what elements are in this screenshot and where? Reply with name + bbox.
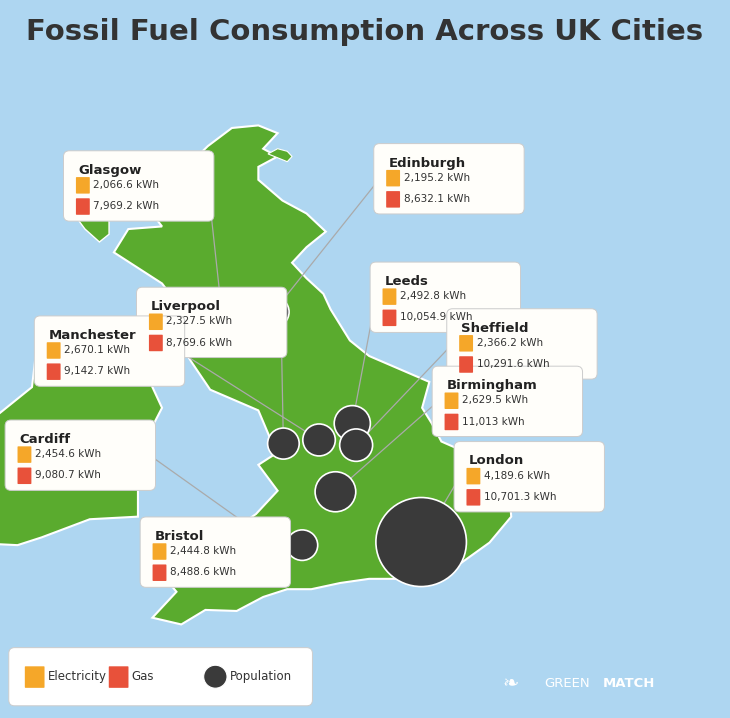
Text: Manchester: Manchester	[49, 329, 137, 342]
FancyBboxPatch shape	[149, 335, 163, 351]
FancyBboxPatch shape	[447, 309, 597, 379]
Circle shape	[303, 424, 335, 456]
Text: 10,054.9 kWh: 10,054.9 kWh	[400, 312, 472, 322]
Text: Gas: Gas	[131, 670, 154, 684]
Circle shape	[268, 428, 299, 459]
Text: 8,769.6 kWh: 8,769.6 kWh	[166, 337, 233, 348]
FancyBboxPatch shape	[386, 170, 400, 187]
Text: Bristol: Bristol	[155, 530, 204, 543]
FancyBboxPatch shape	[76, 198, 90, 215]
Text: Sheffield: Sheffield	[461, 322, 529, 335]
Text: GREEN: GREEN	[544, 677, 590, 690]
Text: MATCH: MATCH	[602, 677, 655, 690]
FancyBboxPatch shape	[47, 363, 61, 380]
Text: 7,969.2 kWh: 7,969.2 kWh	[93, 201, 160, 211]
FancyBboxPatch shape	[5, 420, 155, 490]
FancyBboxPatch shape	[153, 544, 166, 560]
FancyBboxPatch shape	[18, 447, 31, 463]
Text: 9,080.7 kWh: 9,080.7 kWh	[35, 470, 101, 480]
Text: 8,488.6 kWh: 8,488.6 kWh	[170, 567, 237, 577]
Text: 8,632.1 kWh: 8,632.1 kWh	[404, 194, 470, 204]
Text: Liverpool: Liverpool	[151, 300, 221, 313]
Circle shape	[315, 472, 356, 512]
FancyBboxPatch shape	[76, 177, 90, 194]
FancyBboxPatch shape	[383, 309, 396, 326]
Polygon shape	[0, 340, 162, 545]
Circle shape	[205, 300, 239, 333]
Text: 2,366.2 kWh: 2,366.2 kWh	[477, 338, 543, 348]
Polygon shape	[114, 126, 511, 625]
Text: Birmingham: Birmingham	[447, 379, 537, 392]
Text: Edinburgh: Edinburgh	[388, 157, 466, 169]
Text: 9,142.7 kWh: 9,142.7 kWh	[64, 366, 131, 376]
FancyBboxPatch shape	[34, 316, 185, 386]
FancyBboxPatch shape	[370, 262, 520, 332]
Text: 11,013 kWh: 11,013 kWh	[462, 416, 525, 426]
Text: 2,195.2 kWh: 2,195.2 kWh	[404, 173, 470, 183]
FancyBboxPatch shape	[153, 564, 166, 581]
Circle shape	[334, 406, 370, 441]
Polygon shape	[75, 206, 109, 242]
Text: 2,444.8 kWh: 2,444.8 kWh	[170, 546, 237, 556]
Text: 2,629.5 kWh: 2,629.5 kWh	[462, 396, 529, 406]
Text: 10,291.6 kWh: 10,291.6 kWh	[477, 359, 549, 369]
Circle shape	[287, 530, 318, 561]
Text: 2,492.8 kWh: 2,492.8 kWh	[400, 292, 466, 302]
FancyBboxPatch shape	[109, 666, 128, 688]
Text: Leeds: Leeds	[385, 275, 429, 288]
Circle shape	[258, 297, 289, 327]
FancyBboxPatch shape	[445, 414, 458, 430]
Text: 10,701.3 kWh: 10,701.3 kWh	[484, 492, 556, 502]
FancyBboxPatch shape	[374, 144, 524, 214]
FancyBboxPatch shape	[459, 335, 473, 352]
FancyBboxPatch shape	[64, 151, 214, 221]
Text: Electricity: Electricity	[47, 670, 107, 684]
Text: 2,066.6 kWh: 2,066.6 kWh	[93, 180, 159, 190]
Text: 2,454.6 kWh: 2,454.6 kWh	[35, 449, 101, 460]
Text: ❧: ❧	[503, 674, 519, 693]
FancyBboxPatch shape	[386, 191, 400, 208]
FancyBboxPatch shape	[466, 468, 480, 485]
Polygon shape	[268, 149, 292, 162]
Polygon shape	[123, 180, 140, 195]
FancyBboxPatch shape	[149, 314, 163, 330]
FancyBboxPatch shape	[445, 393, 458, 409]
FancyBboxPatch shape	[47, 342, 61, 359]
FancyBboxPatch shape	[454, 442, 604, 512]
Circle shape	[376, 498, 466, 587]
FancyBboxPatch shape	[137, 287, 287, 358]
FancyBboxPatch shape	[459, 356, 473, 373]
Circle shape	[339, 429, 372, 462]
FancyBboxPatch shape	[25, 666, 45, 688]
FancyBboxPatch shape	[140, 517, 291, 587]
Circle shape	[204, 665, 227, 688]
Text: 2,327.5 kWh: 2,327.5 kWh	[166, 317, 233, 327]
FancyBboxPatch shape	[383, 289, 396, 305]
Text: 2,670.1 kWh: 2,670.1 kWh	[64, 345, 130, 355]
Circle shape	[259, 529, 288, 558]
Text: Glasgow: Glasgow	[78, 164, 142, 177]
FancyBboxPatch shape	[9, 648, 312, 706]
Text: London: London	[469, 454, 524, 467]
FancyBboxPatch shape	[18, 467, 31, 484]
Text: Fossil Fuel Consumption Across UK Cities: Fossil Fuel Consumption Across UK Cities	[26, 18, 704, 46]
FancyBboxPatch shape	[432, 366, 583, 437]
FancyBboxPatch shape	[466, 489, 480, 505]
Text: 4,189.6 kWh: 4,189.6 kWh	[484, 471, 550, 481]
Text: Population: Population	[230, 670, 292, 684]
Text: Cardiff: Cardiff	[20, 433, 71, 446]
